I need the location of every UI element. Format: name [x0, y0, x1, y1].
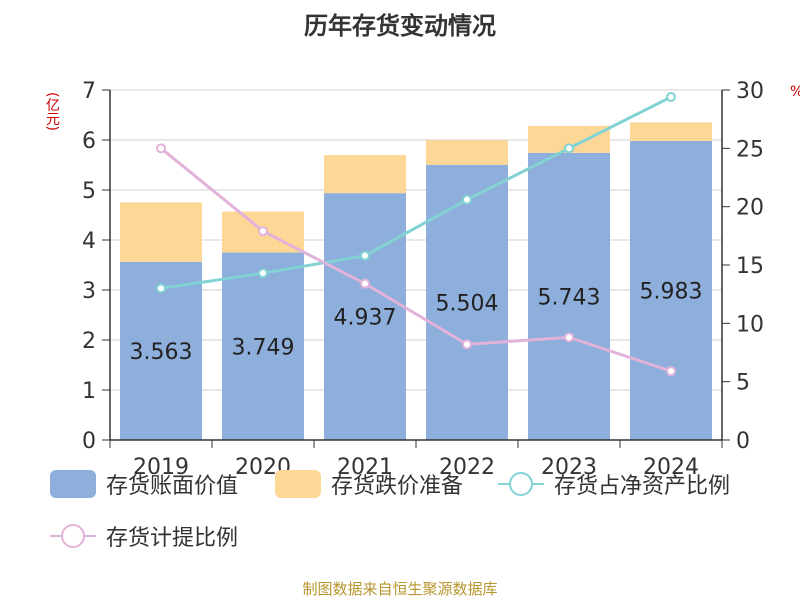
bar-book-value — [630, 140, 712, 440]
y-tick-label: 0 — [82, 429, 96, 454]
data-label: 5.743 — [538, 285, 601, 310]
bar-impairment — [120, 202, 202, 262]
data-label: 3.749 — [232, 335, 295, 360]
legend-swatch-book-value — [50, 470, 96, 498]
bar-book-value — [528, 152, 610, 440]
x-tick-label: 2019 — [133, 455, 189, 480]
point-provision-ratio — [462, 339, 472, 350]
point-provision-ratio — [258, 226, 268, 237]
legend-label-provision-ratio: 存货计提比例 — [106, 526, 239, 551]
bar-impairment — [630, 122, 712, 141]
chart-title: 历年存货变动情况 — [304, 12, 496, 40]
point-provision-ratio — [564, 332, 574, 343]
y-tick-label: 4 — [82, 229, 96, 254]
x-tick-label: 2021 — [337, 455, 393, 480]
y-tick-label: 3 — [82, 279, 96, 304]
data-label: 5.504 — [436, 291, 499, 316]
point-ratio-net-assets — [360, 250, 370, 261]
point-ratio-net-assets — [258, 268, 268, 279]
data-source-note: 制图数据来自恒生聚源数据库 — [302, 580, 498, 598]
y-tick-label: 7 — [82, 79, 96, 104]
bar-impairment — [324, 155, 406, 194]
y2-tick-label: 30 — [736, 79, 764, 104]
y-tick-label: 1 — [82, 379, 96, 404]
y-axis-label: (亿元) — [44, 92, 60, 131]
point-ratio-net-assets — [462, 194, 472, 205]
legend-label-book-value: 存货账面价值 — [106, 474, 239, 499]
point-ratio-net-assets — [564, 143, 574, 154]
point-ratio-net-assets — [156, 283, 166, 294]
bar-book-value — [426, 164, 508, 441]
point-provision-ratio — [360, 278, 370, 289]
legend-marker-ratio-net-assets — [498, 472, 544, 496]
y-tick-label: 2 — [82, 329, 96, 354]
bar-impairment — [426, 140, 508, 165]
bar-book-value — [324, 193, 406, 440]
y2-tick-label: 15 — [736, 254, 764, 279]
legend-item-impairment: 存货跌价准备 — [275, 468, 463, 500]
y2-tick-label: 0 — [736, 429, 750, 454]
data-label: 5.983 — [640, 279, 703, 304]
y2-tick-label: 25 — [736, 137, 764, 162]
point-provision-ratio — [156, 143, 166, 154]
y-tick-label: 5 — [82, 179, 96, 204]
x-tick-label: 2023 — [541, 455, 597, 480]
legend-item-book-value: 存货账面价值 — [50, 468, 238, 500]
legend-label-ratio-net-assets: 存货占净资产比例 — [554, 474, 731, 499]
y2-tick-label: 10 — [736, 312, 764, 337]
point-provision-ratio — [666, 366, 676, 377]
y2-tick-label: 5 — [736, 371, 750, 396]
line-provision-ratio — [160, 147, 672, 373]
legend-label-impairment: 存货跌价准备 — [331, 474, 464, 499]
legend-swatch-impairment — [275, 470, 321, 498]
y-tick-label: 6 — [82, 129, 96, 154]
data-label: 4.937 — [334, 306, 397, 331]
legend-marker-provision-ratio — [50, 524, 96, 548]
y2-tick-label: 20 — [736, 196, 764, 221]
point-ratio-net-assets — [666, 92, 676, 102]
y2-axis-label: % — [790, 84, 800, 100]
data-label: 3.563 — [130, 340, 193, 365]
x-tick-label: 2024 — [643, 455, 699, 480]
x-tick-label: 2022 — [439, 455, 495, 480]
legend-item-provision-ratio: 存货计提比例 — [50, 520, 238, 552]
bar-book-value — [222, 252, 304, 440]
legend-item-ratio-net-assets: 存货占净资产比例 — [498, 468, 730, 500]
line-ratio-net-assets — [160, 95, 672, 290]
